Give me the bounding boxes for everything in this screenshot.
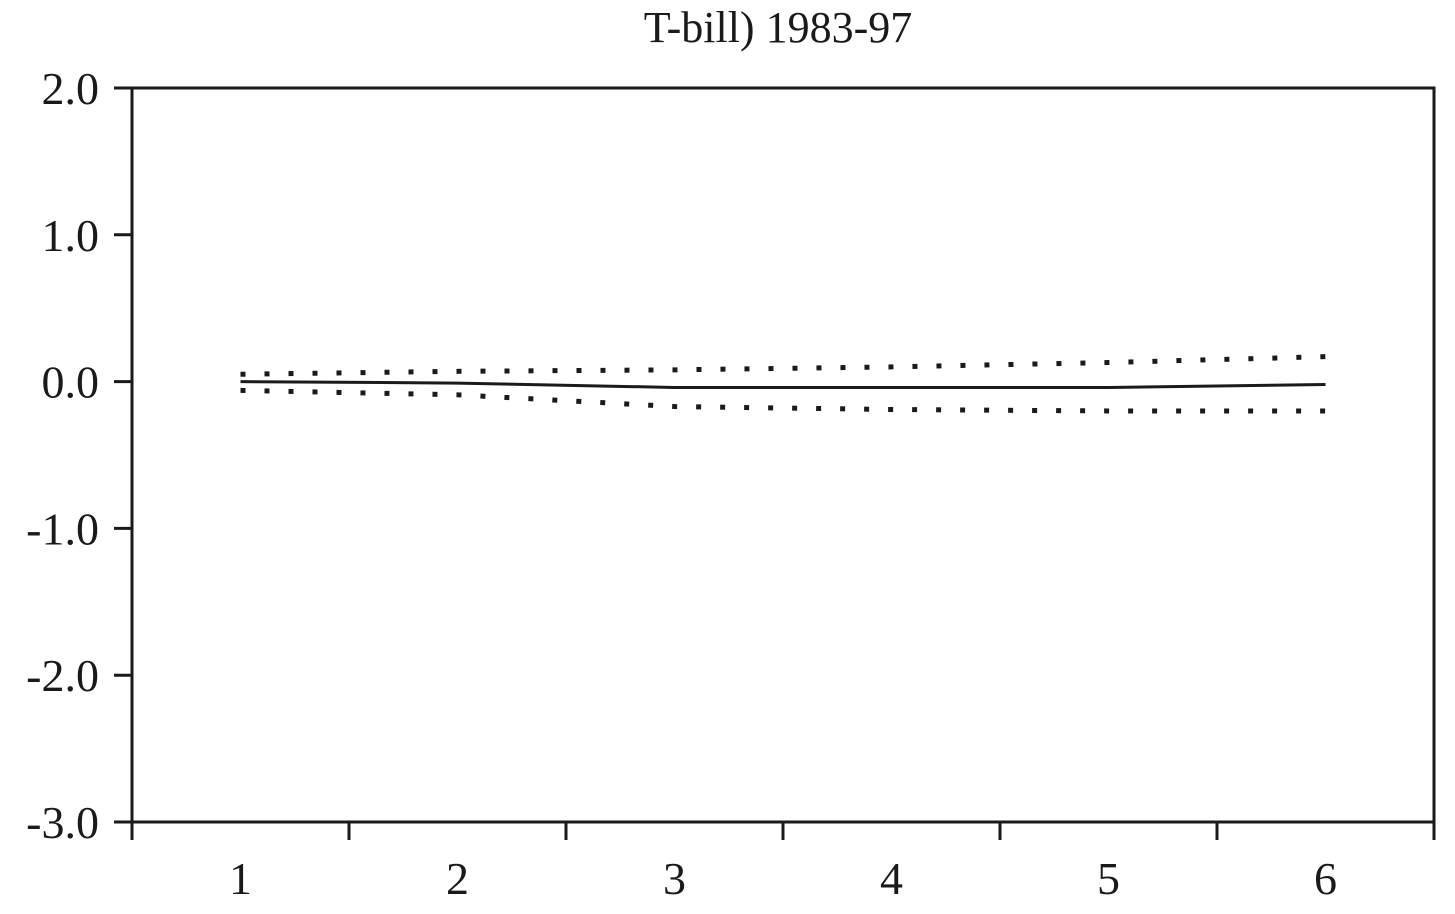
x-tick-label: 5 <box>1097 853 1120 904</box>
lower-band-line <box>240 387 1326 414</box>
y-tick-label: -2.0 <box>26 650 99 701</box>
y-tick-label: 2.0 <box>42 63 100 114</box>
x-tick-label: 4 <box>880 853 903 904</box>
x-axis-ticks: 1 2 3 4 5 6 <box>130 822 1436 904</box>
y-tick-label: -1.0 <box>26 503 99 554</box>
series-layer <box>240 354 1326 414</box>
upper-band-line <box>240 354 1326 377</box>
x-tick-label: 1 <box>229 853 252 904</box>
x-tick-label: 2 <box>446 853 469 904</box>
plot-frame <box>130 86 1436 824</box>
x-tick-label: 3 <box>663 853 686 904</box>
y-axis-ticks: 2.0 1.0 0.0 -1.0 -2.0 -3.0 <box>26 63 132 848</box>
response-line <box>240 380 1326 389</box>
y-tick-label: 0.0 <box>42 357 100 408</box>
y-tick-label: 1.0 <box>42 210 100 261</box>
x-tick-label: 6 <box>1314 853 1337 904</box>
y-tick-label: -3.0 <box>26 797 99 848</box>
chart-title: T-bill) 1983-97 <box>644 3 912 52</box>
